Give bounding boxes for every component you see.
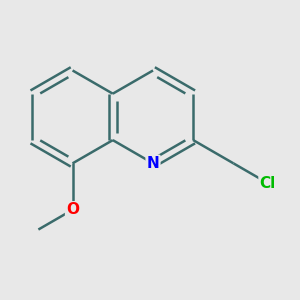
Text: N: N [147, 156, 159, 171]
Text: O: O [66, 202, 79, 217]
Text: Cl: Cl [260, 176, 276, 190]
